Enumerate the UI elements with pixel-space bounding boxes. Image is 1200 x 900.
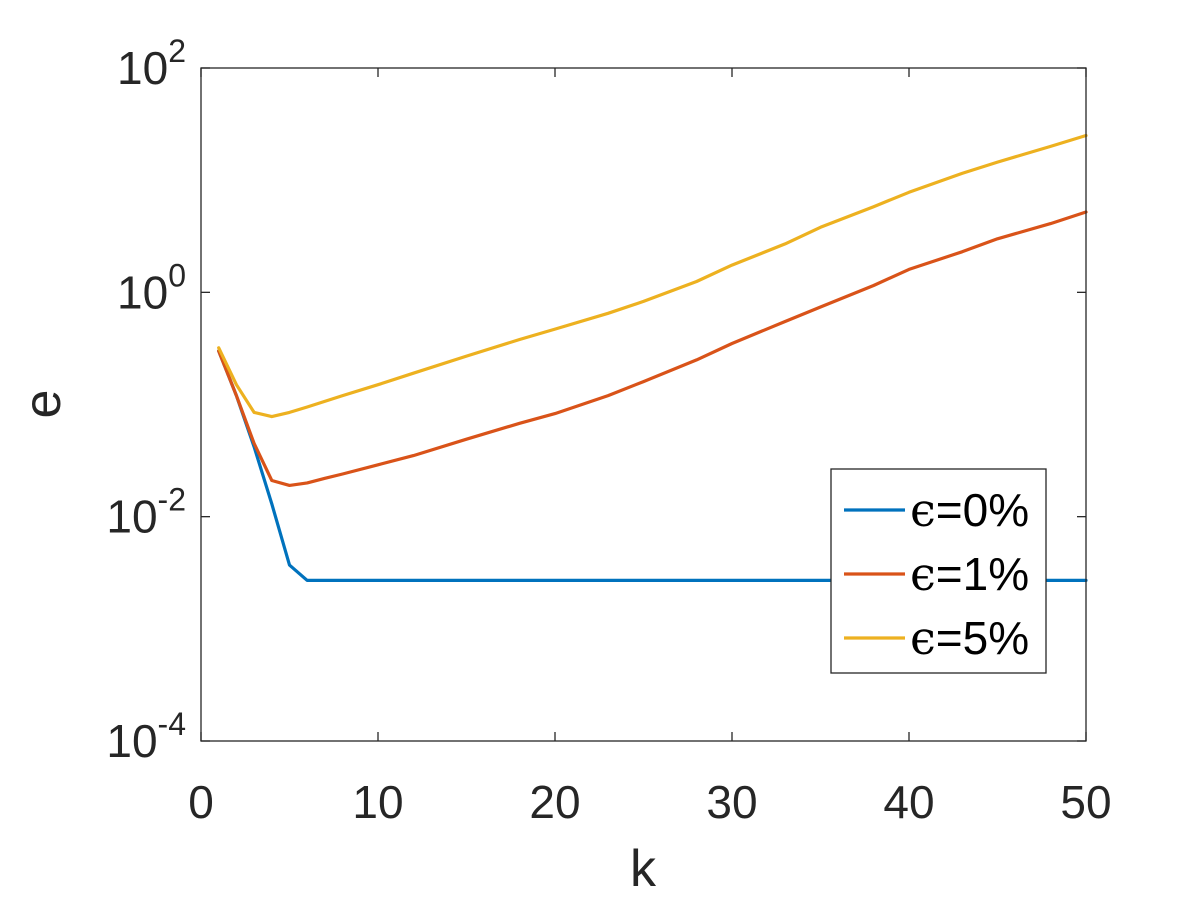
- x-tick-label: 40: [883, 776, 934, 828]
- y-ticks: 10-4 10-2 100 102: [106, 33, 1086, 767]
- y-tick-label: 100: [117, 257, 186, 318]
- series-line-2: [217, 133, 1088, 419]
- legend: ϵ=0% ϵ=1% ϵ=5%: [830, 468, 1047, 674]
- legend-box: [830, 468, 1047, 674]
- series-line-1: [217, 210, 1088, 487]
- x-tick-label: 20: [529, 776, 580, 828]
- y-axis-label: e: [14, 390, 72, 419]
- legend-label-1: ϵ=1%: [910, 547, 1029, 601]
- x-axis-label: k: [630, 840, 657, 898]
- axes-box: [200, 67, 1087, 742]
- y-tick-label: 102: [117, 33, 186, 94]
- x-tick-label: 10: [352, 776, 403, 828]
- x-tick-label: 0: [188, 776, 214, 828]
- x-tick-label: 30: [706, 776, 757, 828]
- x-tick-label: 50: [1060, 776, 1111, 828]
- y-tick-label: 10-2: [106, 482, 186, 543]
- y-tick-label: 10-4: [106, 706, 186, 767]
- x-ticks: 0 10 20 30 40 50: [188, 68, 1112, 828]
- legend-label-2: ϵ=5%: [910, 611, 1029, 665]
- legend-label-0: ϵ=0%: [910, 483, 1029, 537]
